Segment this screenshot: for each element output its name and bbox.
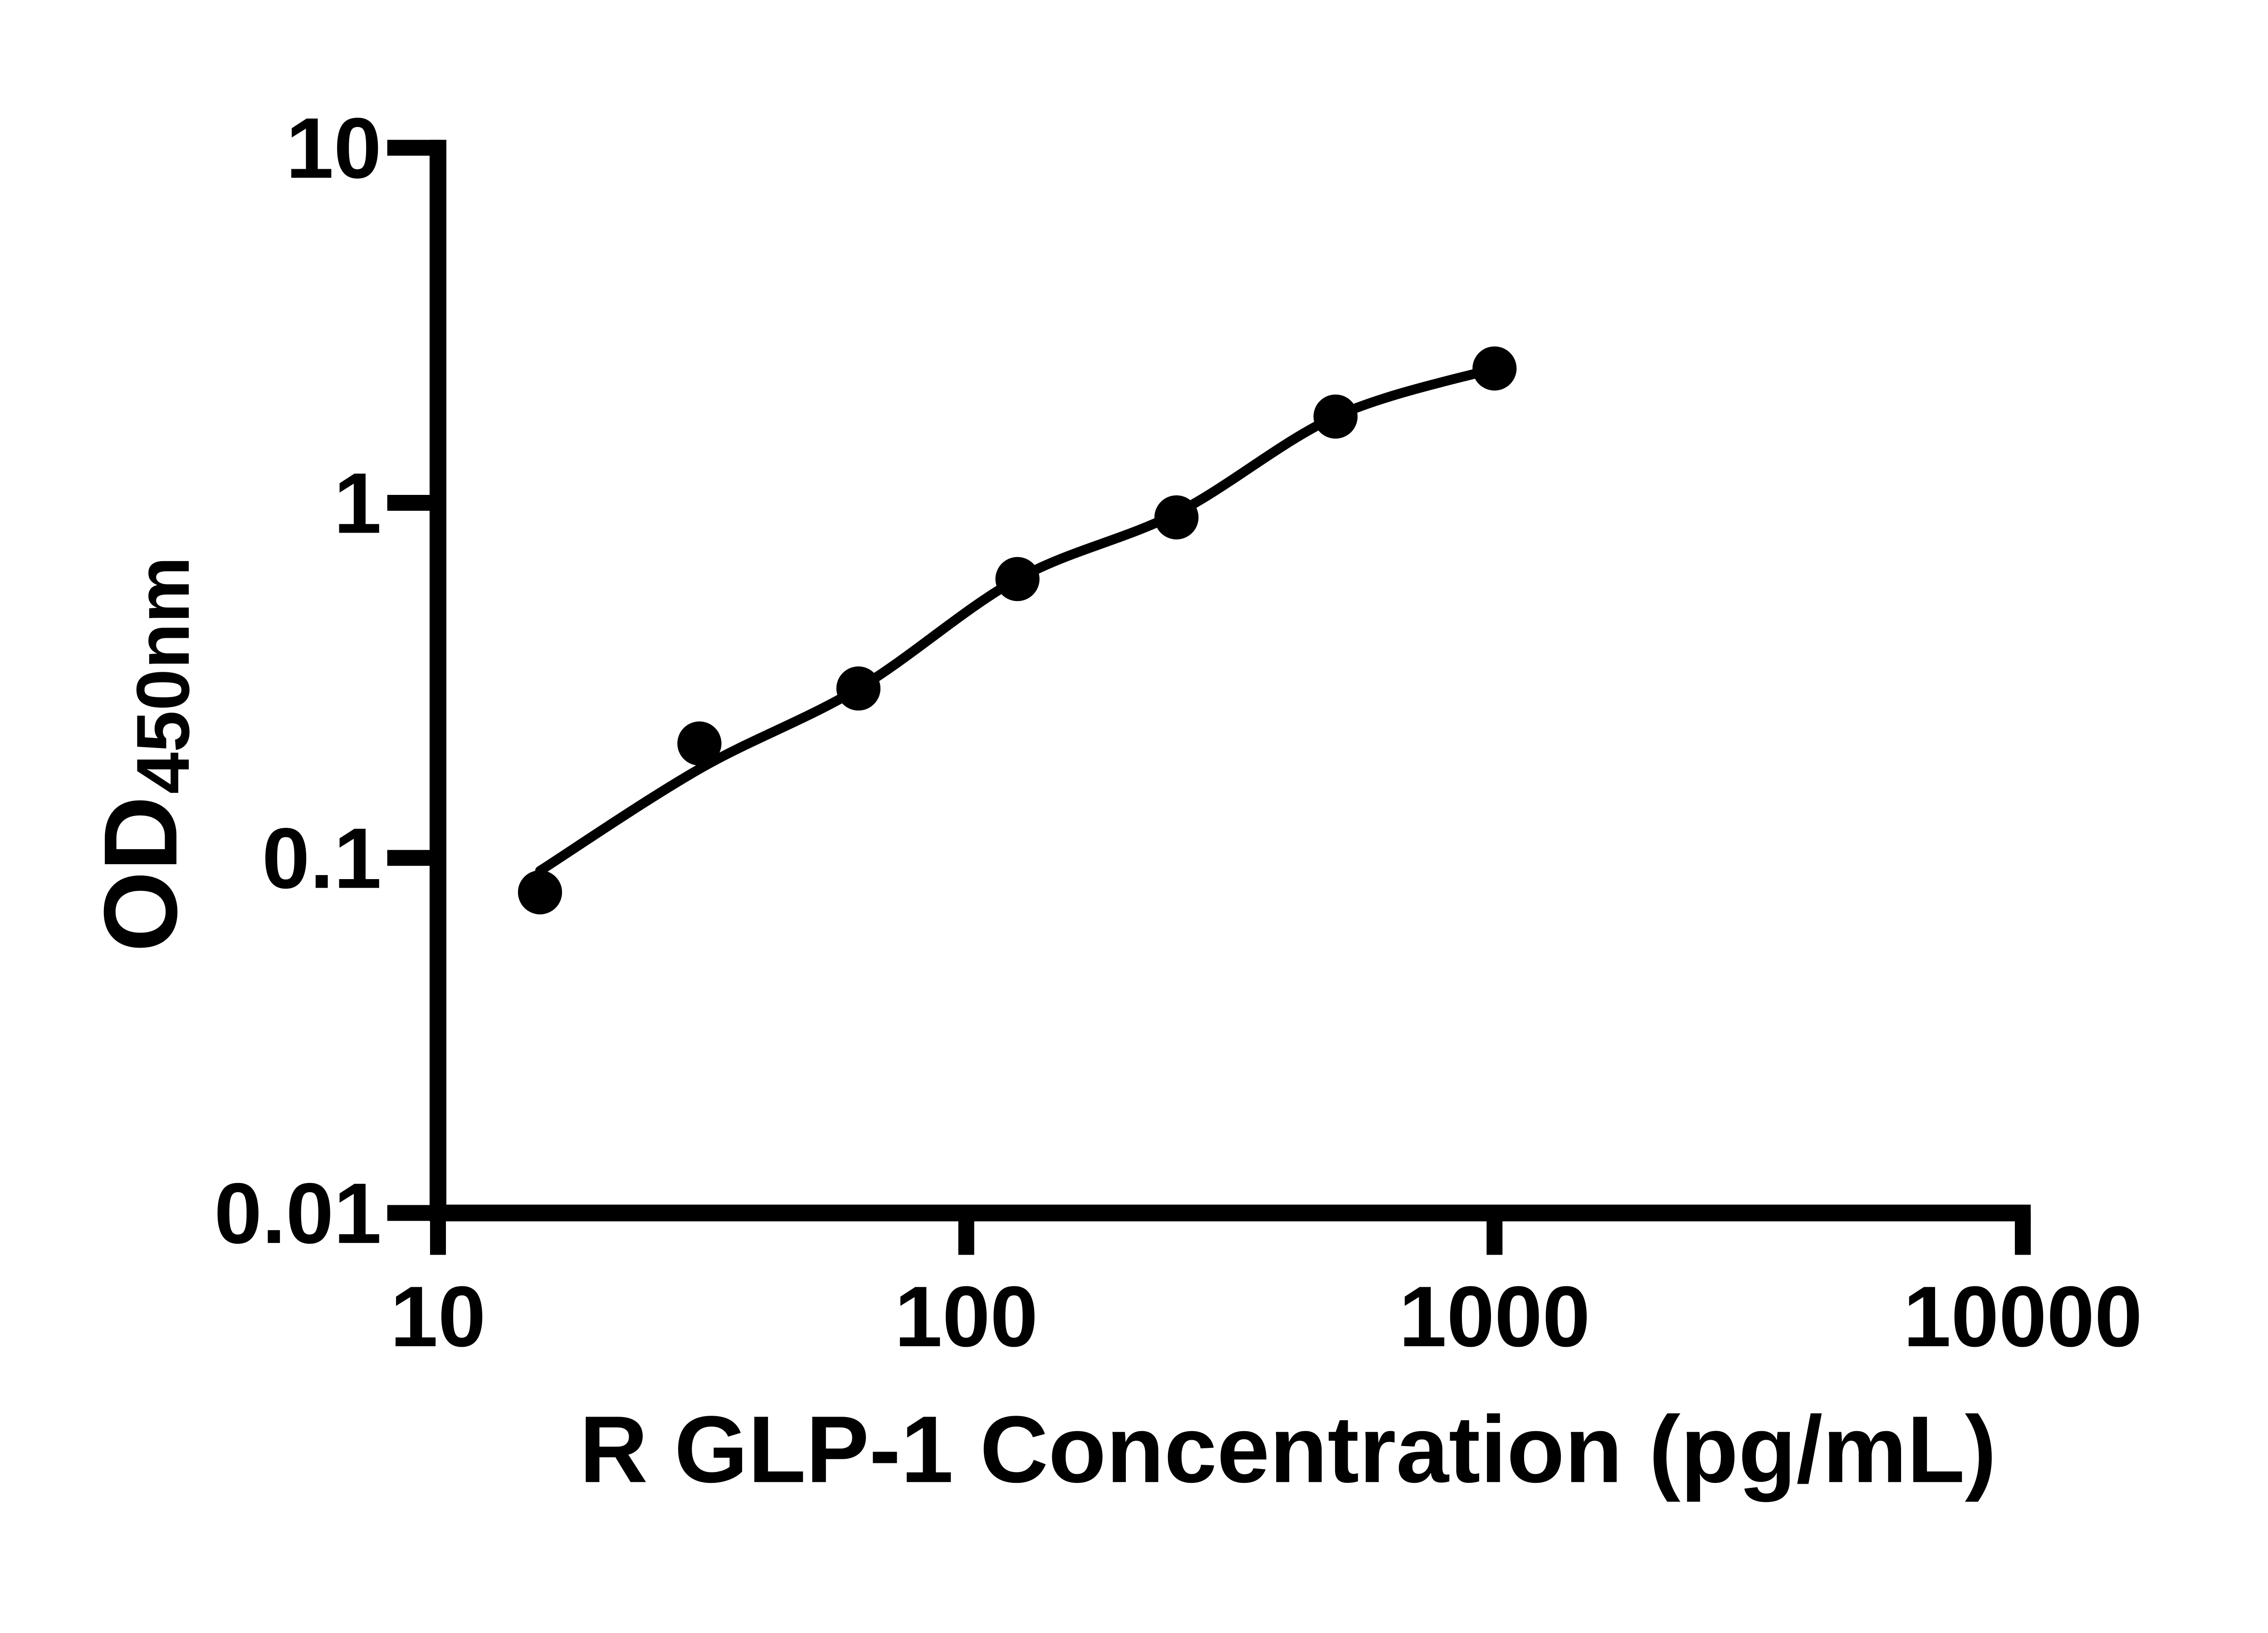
data-points [518, 346, 1517, 914]
data-point-marker [518, 870, 562, 914]
y-tick-label: 1 [334, 455, 381, 552]
x-tick-label: 10 [390, 1269, 486, 1365]
fit-curve-path [535, 363, 1500, 876]
y-axis-title-subscript: 450nm [121, 557, 205, 794]
y-tick-label: 0.1 [262, 810, 382, 906]
y-tick-label: 10 [286, 100, 381, 196]
x-axis-ticks: 10 100 1000 10000 [390, 1213, 2142, 1365]
x-tick-label: 1000 [1399, 1269, 1590, 1365]
data-point-marker [1154, 495, 1199, 540]
y-axis-ticks: 10 1 0.1 0.01 [214, 100, 441, 1261]
y-axis-title: OD 450nm [82, 557, 205, 952]
axes [430, 140, 2031, 1222]
data-point-marker [1313, 394, 1358, 439]
fit-curve [535, 363, 1500, 876]
data-point-marker [836, 666, 881, 711]
x-axis-title: R GLP-1 Concentration (pg/mL) [579, 1397, 1996, 1502]
elisa-standard-curve-plot: 10 1 0.1 0.01 10 100 1000 10000 OD 450nm R GLP… [82, 100, 2143, 1503]
y-axis-title-main: OD [82, 796, 199, 952]
x-tick-label: 10000 [1903, 1269, 2142, 1365]
data-point-marker [1472, 346, 1517, 391]
y-tick-label: 0.01 [214, 1165, 381, 1261]
data-point-marker [995, 557, 1040, 601]
x-tick-label: 100 [894, 1269, 1038, 1365]
data-point-marker [677, 721, 722, 766]
